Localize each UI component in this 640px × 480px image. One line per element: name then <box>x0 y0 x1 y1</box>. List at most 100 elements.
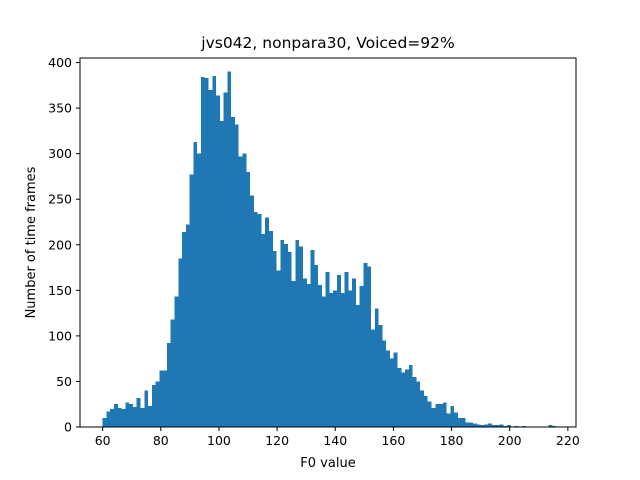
histogram-bar <box>132 406 137 427</box>
histogram-bar <box>261 233 266 427</box>
histogram-bar <box>151 385 156 427</box>
histogram-bar <box>408 365 413 427</box>
histogram-bar <box>431 407 436 427</box>
histogram-bar <box>393 352 398 427</box>
y-tick-label: 300 <box>48 146 72 161</box>
histogram-bar <box>227 71 232 428</box>
x-tick-label: 160 <box>381 433 405 448</box>
histogram-bar <box>246 171 251 427</box>
y-tick-label: 400 <box>48 55 72 70</box>
histogram-bar <box>148 406 152 427</box>
x-tick-label: 140 <box>323 433 347 448</box>
histogram-bar <box>355 304 360 427</box>
histogram-bar <box>280 240 285 427</box>
histogram-bar <box>344 272 349 427</box>
histogram-bar <box>163 370 167 427</box>
histogram-bar <box>238 156 243 427</box>
histogram-bar <box>367 266 372 427</box>
histogram-bar <box>442 402 447 427</box>
plot-frame <box>79 57 577 428</box>
histogram-bar <box>548 425 553 427</box>
histogram-bar <box>310 250 315 427</box>
histogram-bar <box>465 422 470 427</box>
histogram-bar <box>423 396 428 427</box>
histogram-bar <box>117 407 122 427</box>
y-tick-label: 0 <box>64 420 72 435</box>
histogram-bar <box>397 367 402 427</box>
chart-title: jvs042, nonpara30, Voiced=92% <box>200 34 454 52</box>
histogram-bar <box>159 370 164 427</box>
histogram-bar <box>329 293 334 427</box>
histogram-bar <box>476 424 481 427</box>
histogram-bar <box>166 343 171 427</box>
histogram-bar <box>371 329 375 427</box>
histogram-bar <box>272 251 277 427</box>
y-tick-label: 350 <box>48 101 72 116</box>
histogram-bar <box>348 290 353 427</box>
histogram-bar <box>200 77 205 427</box>
histogram-bar <box>125 402 130 427</box>
histogram-bar <box>208 89 213 427</box>
histogram-bar <box>268 231 273 427</box>
histogram-bar <box>182 232 186 427</box>
histogram-bar <box>140 407 145 427</box>
histogram-bar <box>484 424 489 427</box>
histogram-bar <box>374 308 379 427</box>
histogram-bar <box>257 213 262 427</box>
histogram-bar <box>295 240 300 427</box>
histogram-bar <box>121 408 126 427</box>
histogram-bar <box>284 243 288 427</box>
histogram-bar <box>216 95 220 428</box>
histogram-bar <box>499 424 504 427</box>
histogram-bar <box>321 296 326 427</box>
histogram-bar <box>420 390 424 427</box>
histogram-bar <box>416 381 421 427</box>
histogram-bar <box>234 124 239 427</box>
x-axis: 60 80 100 120 140 160 180 200 220 <box>95 427 580 448</box>
histogram-bar <box>219 120 224 428</box>
histogram-bar <box>223 92 228 428</box>
x-tick-label: 120 <box>265 433 289 448</box>
y-tick-label: 150 <box>48 283 72 298</box>
histogram-bar <box>303 278 307 427</box>
histogram-bar <box>439 404 443 427</box>
histogram-bar <box>197 153 201 428</box>
histogram-bar <box>110 408 115 427</box>
histogram-bar <box>325 272 330 427</box>
y-tick-label: 200 <box>48 237 72 252</box>
histogram-bar <box>386 350 390 427</box>
y-axis: 0 50 100 150 200 250 300 350 400 <box>48 55 80 435</box>
histogram-bar <box>405 369 409 427</box>
histogram-bar <box>507 425 511 427</box>
histogram-bar <box>450 406 455 427</box>
histogram-bar <box>155 381 160 427</box>
histogram-bar <box>231 117 235 427</box>
histogram-bar <box>401 372 406 427</box>
histogram-bar <box>253 211 258 427</box>
histogram-bar <box>340 293 345 427</box>
y-axis-title: Number of time frames <box>24 166 39 318</box>
histogram-bar <box>291 281 296 427</box>
histogram-bar <box>427 401 432 427</box>
histogram-bar <box>389 358 394 427</box>
histogram-bar <box>412 376 417 427</box>
y-tick-label: 50 <box>56 374 72 389</box>
histogram-bar <box>106 411 111 427</box>
histogram-bar <box>378 324 383 427</box>
histogram-bar <box>318 284 322 427</box>
histogram-bar <box>299 246 303 427</box>
histogram-bar <box>337 274 341 427</box>
x-tick-label: 220 <box>556 433 580 448</box>
histogram-bar <box>189 174 194 427</box>
histogram-bar <box>454 412 458 427</box>
x-tick-label: 180 <box>440 433 464 448</box>
y-tick-label: 250 <box>48 192 72 207</box>
histogram-bar <box>359 285 364 427</box>
histogram-bar <box>114 404 118 427</box>
histogram-bar <box>495 425 500 427</box>
histogram-bar <box>185 224 190 427</box>
histogram-bars <box>102 71 557 428</box>
histogram-bar <box>491 425 496 427</box>
histogram-bar <box>212 76 217 427</box>
